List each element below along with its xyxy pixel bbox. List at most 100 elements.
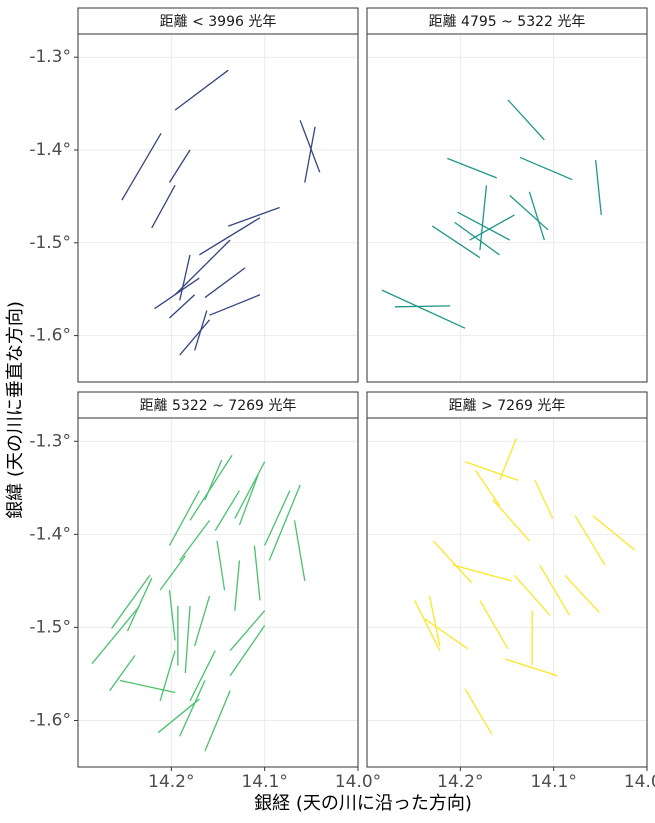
segment (214, 490, 241, 531)
segment (381, 289, 466, 329)
segment (474, 469, 501, 506)
segment (428, 595, 441, 647)
segment (574, 515, 606, 566)
segment (498, 438, 517, 481)
segment (189, 454, 233, 521)
strip (77, 7, 359, 35)
segment (464, 688, 493, 735)
segment (394, 305, 451, 308)
segment (528, 191, 545, 241)
panel-background (78, 34, 358, 382)
segment (592, 515, 636, 551)
x-tick-label: 14.2° (437, 772, 483, 792)
segment (479, 600, 509, 650)
segment (454, 221, 500, 256)
x-tick-label: 14.0° (624, 772, 655, 792)
segment (154, 277, 200, 310)
segment (109, 654, 136, 692)
segment (121, 132, 162, 201)
segment (151, 184, 176, 229)
segment (264, 490, 291, 546)
segment (194, 595, 211, 647)
segment (595, 160, 602, 216)
segment (293, 520, 306, 581)
strip-title: 距離 5322 ~ 7269 光年 (140, 397, 297, 414)
segment (194, 310, 208, 351)
segment (159, 555, 186, 591)
panel-background (367, 34, 647, 382)
segment (424, 618, 469, 650)
segment (414, 600, 441, 651)
segment (234, 560, 241, 611)
panel-background (367, 418, 647, 767)
segment (229, 610, 266, 652)
x-tick-label: 14.1° (241, 772, 287, 792)
segment (229, 625, 266, 677)
segment (179, 519, 211, 561)
segment (452, 564, 512, 582)
segment (447, 157, 497, 179)
segment (234, 461, 266, 519)
segment (168, 149, 191, 183)
segment (539, 564, 571, 616)
segment (253, 545, 261, 601)
x-tick-label: 14.0° (335, 772, 381, 792)
segment (174, 239, 231, 296)
segment (504, 658, 558, 677)
x-axis-title: 銀経 (天の川に沿った方向) (254, 793, 472, 814)
strip-title: 距離 4795 ~ 5322 光年 (429, 13, 586, 30)
segment (119, 679, 176, 694)
segment (179, 680, 206, 737)
strip-title: 距離 > 7269 光年 (449, 397, 566, 414)
segment (204, 690, 231, 752)
strip (366, 7, 648, 35)
segment (299, 120, 321, 173)
strip-title: 距離 < 3996 光年 (160, 13, 277, 30)
y-axis-title: 銀緯 (天の川に垂直な方向) (5, 301, 26, 519)
y-tick-label: -1.6° (29, 326, 71, 346)
strip (77, 391, 359, 419)
segment (159, 650, 176, 702)
segment (479, 185, 488, 251)
segment (469, 214, 515, 241)
segment (564, 574, 600, 613)
y-tick-label: -1.4° (29, 524, 71, 544)
y-tick-label: -1.5° (29, 617, 71, 637)
segment (509, 194, 549, 231)
segment (184, 605, 191, 674)
segment (216, 540, 226, 591)
segment (157, 698, 200, 734)
x-tick-label: 14.2° (148, 772, 194, 792)
segment (228, 206, 280, 227)
segment (534, 480, 554, 519)
x-tick-label: 14.1° (530, 772, 576, 792)
segment (519, 156, 573, 181)
segment (432, 540, 473, 584)
segment (431, 225, 481, 259)
segment (268, 484, 301, 561)
y-tick-label: -1.4° (29, 140, 71, 160)
segment (179, 319, 211, 356)
segment (111, 574, 151, 629)
strip (366, 391, 648, 419)
segment (169, 294, 196, 319)
segment (513, 574, 551, 616)
segment (91, 605, 141, 665)
segment (168, 490, 200, 546)
segment (204, 459, 223, 501)
segment (204, 267, 246, 299)
segment (174, 69, 229, 111)
y-tick-label: -1.3° (29, 47, 71, 67)
y-tick-label: -1.3° (29, 431, 71, 451)
segment (189, 650, 216, 702)
segment (168, 590, 176, 641)
segment (126, 577, 153, 632)
segment (238, 474, 259, 526)
y-tick-label: -1.6° (29, 710, 71, 730)
segment (507, 99, 545, 141)
segment (209, 294, 261, 316)
segment (179, 254, 191, 301)
segment (464, 461, 519, 481)
segment (198, 217, 261, 256)
